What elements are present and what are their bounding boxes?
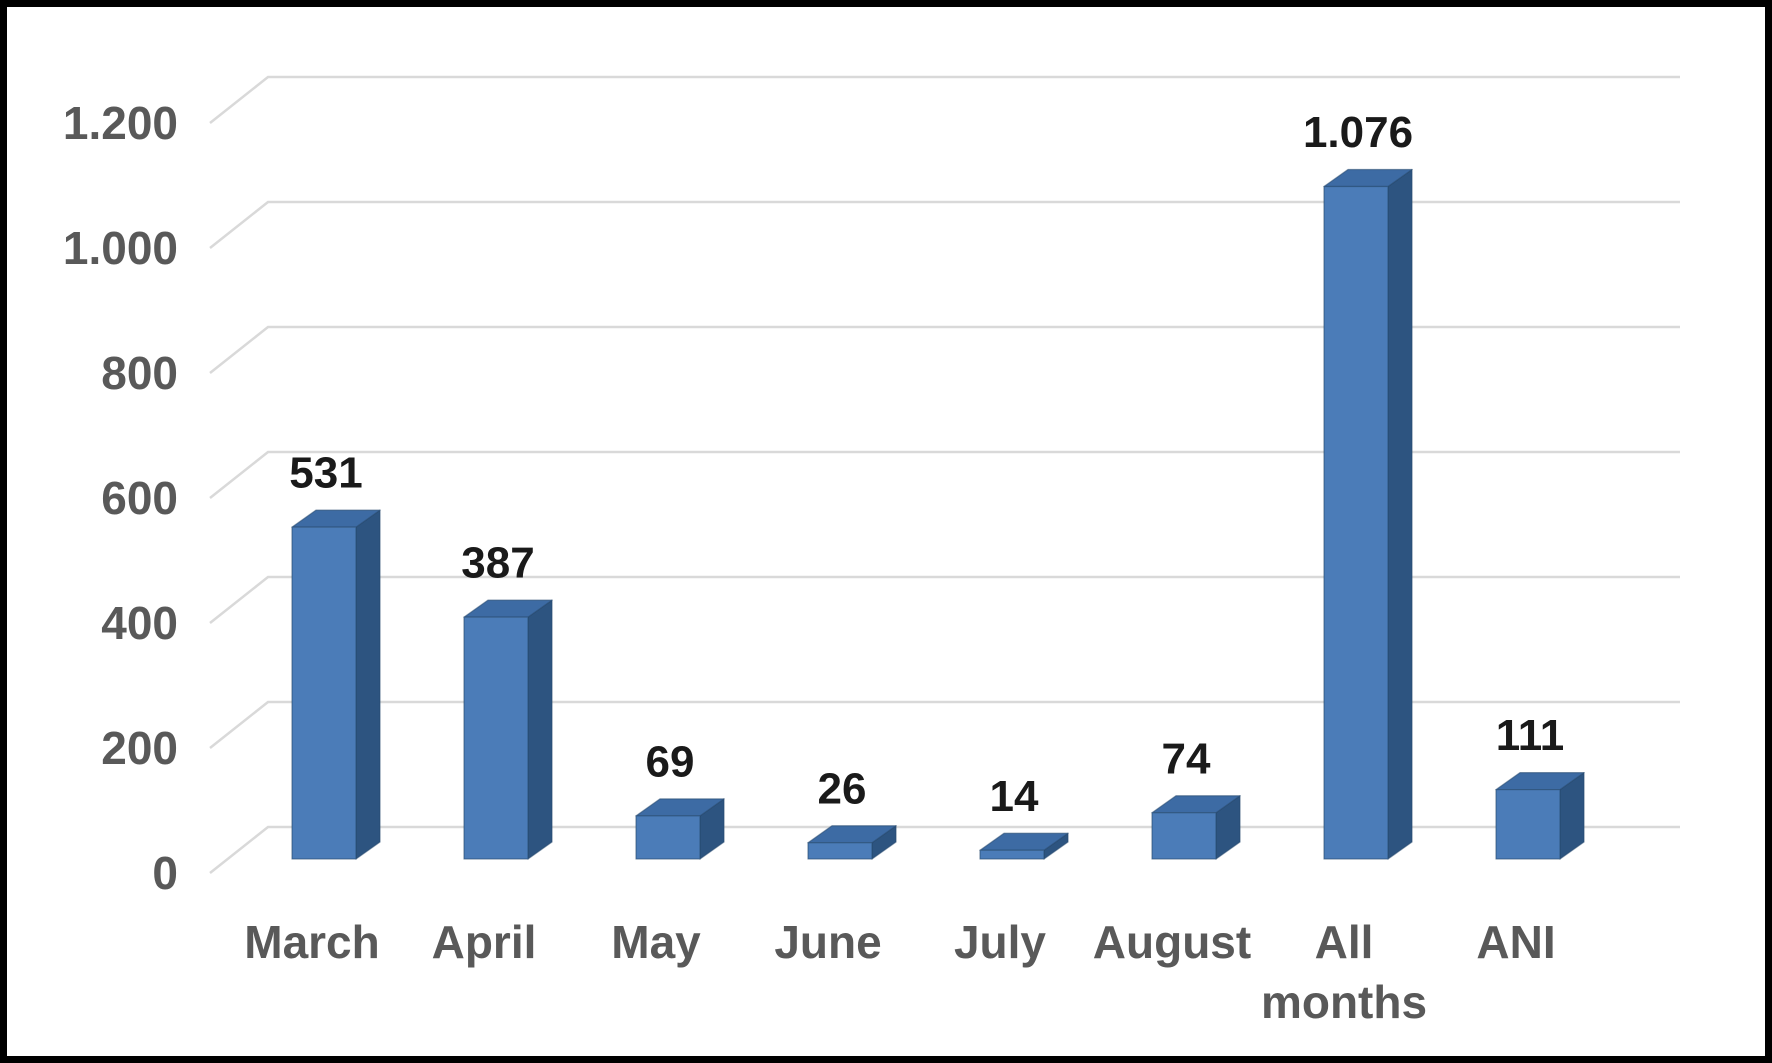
data-label-july: 14 bbox=[990, 772, 1039, 821]
bar-ani bbox=[1495, 771, 1585, 860]
bar-may bbox=[635, 798, 725, 860]
bar-front-face bbox=[979, 849, 1045, 860]
category-label-may: May bbox=[611, 916, 701, 968]
bar-july bbox=[979, 832, 1069, 860]
data-label-all-months: 1.076 bbox=[1303, 108, 1413, 157]
gridline-400 bbox=[209, 575, 1680, 624]
gridline-800 bbox=[209, 325, 1680, 374]
bar-all-months bbox=[1323, 168, 1413, 860]
category-label-all-months: All bbox=[1315, 916, 1374, 968]
bar-front-face bbox=[635, 815, 701, 860]
category-label-april: April bbox=[432, 916, 537, 968]
bar-april bbox=[463, 599, 553, 860]
category-label-august: August bbox=[1093, 916, 1251, 968]
gridline-1000 bbox=[209, 200, 1680, 249]
bar-front-face bbox=[291, 526, 357, 860]
data-label-ani: 111 bbox=[1496, 711, 1565, 760]
category-label-july: July bbox=[954, 916, 1046, 968]
y-tick-label-400: 400 bbox=[101, 597, 178, 649]
bar-front-face bbox=[1151, 812, 1217, 860]
bar-front-face bbox=[807, 842, 873, 860]
bar-august bbox=[1151, 795, 1241, 860]
category-label-all-months-line2: months bbox=[1261, 976, 1427, 1028]
bar-side-face bbox=[527, 599, 553, 860]
y-tick-label-1200: 1.200 bbox=[63, 97, 178, 149]
category-label-ani: ANI bbox=[1476, 916, 1555, 968]
y-tick-label-800: 800 bbox=[101, 347, 178, 399]
bar-march bbox=[291, 509, 381, 860]
gridline-200 bbox=[209, 700, 1680, 749]
bar-front-face bbox=[463, 616, 529, 860]
bar-side-face bbox=[355, 509, 381, 860]
y-tick-label-200: 200 bbox=[101, 722, 178, 774]
bar-front-face bbox=[1323, 185, 1389, 860]
y-tick-label-600: 600 bbox=[101, 472, 178, 524]
data-label-june: 26 bbox=[818, 764, 867, 813]
data-label-march: 531 bbox=[289, 449, 362, 498]
data-label-may: 69 bbox=[646, 737, 695, 786]
bar-side-face bbox=[1387, 168, 1413, 860]
data-label-april: 387 bbox=[461, 539, 534, 588]
y-tick-label-1000: 1.000 bbox=[63, 222, 178, 274]
y-tick-label-0: 0 bbox=[152, 847, 178, 899]
data-label-august: 74 bbox=[1162, 734, 1211, 783]
category-label-march: March bbox=[244, 916, 379, 968]
bar-front-face bbox=[1495, 788, 1561, 860]
gridline-600 bbox=[209, 450, 1680, 499]
bar-june bbox=[807, 825, 897, 860]
category-label-june: June bbox=[774, 916, 881, 968]
gridline-1200 bbox=[209, 75, 1680, 124]
